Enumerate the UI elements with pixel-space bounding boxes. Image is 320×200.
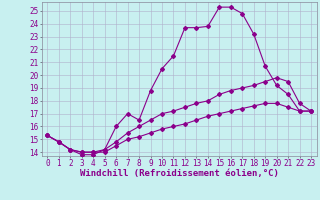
X-axis label: Windchill (Refroidissement éolien,°C): Windchill (Refroidissement éolien,°C)	[80, 169, 279, 178]
